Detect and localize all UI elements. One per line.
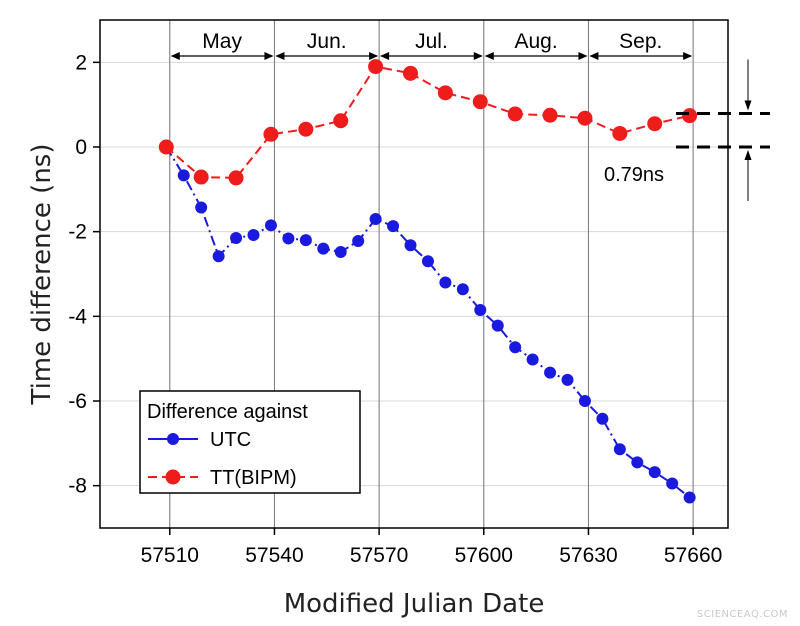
data-point bbox=[648, 466, 661, 479]
month-label: Sep. bbox=[619, 30, 662, 53]
data-point bbox=[247, 229, 260, 242]
up-arrow-head bbox=[744, 150, 752, 160]
y-axis-label: Time difference (ns) bbox=[27, 144, 57, 406]
data-point bbox=[596, 412, 609, 425]
arrow-head-right bbox=[369, 52, 379, 60]
data-point bbox=[578, 395, 591, 407]
data-point bbox=[352, 234, 365, 247]
x-axis-label: Modified Julian Date bbox=[284, 589, 545, 619]
month-annotations: May Jun. Jul. Aug. Sep. bbox=[169, 20, 694, 528]
legend: Difference against UTC TT(BIPM) bbox=[139, 390, 361, 494]
data-point bbox=[299, 234, 312, 247]
arrow-head-right bbox=[578, 52, 588, 60]
data-point bbox=[298, 121, 314, 137]
data-point bbox=[387, 220, 400, 233]
legend-title: Difference against bbox=[147, 401, 308, 423]
data-point bbox=[682, 108, 698, 124]
data-point bbox=[177, 169, 190, 182]
data-point bbox=[561, 373, 574, 386]
x-tick-label: 57660 bbox=[664, 544, 722, 567]
watermark: SCIENCEAQ.COM bbox=[696, 609, 788, 620]
x-tick-label: 57630 bbox=[559, 544, 617, 567]
data-point bbox=[421, 255, 434, 268]
data-point bbox=[368, 59, 384, 75]
data-point bbox=[631, 456, 644, 469]
data-point bbox=[404, 239, 417, 252]
data-point bbox=[193, 169, 209, 185]
data-point bbox=[666, 477, 679, 490]
y-tick-label: 0 bbox=[75, 136, 87, 159]
arrow-head-right bbox=[683, 52, 693, 60]
down-arrow-head bbox=[744, 100, 752, 111]
y-tick-label: -2 bbox=[68, 221, 87, 244]
data-point bbox=[334, 245, 347, 258]
data-point bbox=[577, 110, 593, 126]
data-point bbox=[472, 94, 488, 110]
data-point bbox=[158, 139, 174, 155]
data-point bbox=[526, 353, 539, 366]
data-point bbox=[230, 232, 243, 245]
arrow-head-left bbox=[275, 52, 285, 60]
data-point bbox=[437, 85, 453, 101]
data-point bbox=[333, 113, 349, 129]
data-point bbox=[647, 116, 663, 132]
y-tick-label: 2 bbox=[75, 51, 87, 74]
y-tick-label: -4 bbox=[68, 305, 87, 328]
month-label: Jun. bbox=[307, 30, 347, 53]
axis-ticks: 57510 57540 57570 57600 57630 57660 2 0 -2 -4 -6 -8 bbox=[68, 51, 722, 567]
data-point bbox=[264, 219, 277, 232]
data-point bbox=[317, 242, 330, 255]
legend-swatch-marker bbox=[167, 433, 179, 445]
difference-annotation: 0.79ns bbox=[604, 59, 770, 201]
legend-entry-label: TT(BIPM) bbox=[210, 467, 297, 489]
data-point bbox=[509, 341, 522, 354]
x-tick-label: 57570 bbox=[350, 544, 408, 567]
data-point bbox=[439, 276, 452, 289]
month-label: May bbox=[202, 30, 242, 53]
data-point bbox=[403, 65, 419, 81]
arrow-head-right bbox=[473, 52, 483, 60]
arrow-head-left bbox=[589, 52, 599, 60]
data-point bbox=[369, 212, 382, 225]
legend-swatch-marker bbox=[165, 469, 181, 485]
series-layer bbox=[158, 59, 698, 504]
data-point bbox=[683, 491, 696, 504]
data-point bbox=[613, 443, 626, 456]
data-point bbox=[456, 283, 469, 296]
data-point bbox=[491, 319, 504, 332]
data-point bbox=[263, 126, 279, 142]
legend-entry-label: UTC bbox=[210, 429, 251, 451]
month-label: Jul. bbox=[415, 30, 448, 53]
data-point bbox=[282, 232, 295, 245]
data-point bbox=[612, 125, 628, 141]
data-point bbox=[474, 303, 487, 316]
series-line bbox=[165, 65, 690, 179]
x-tick-label: 57600 bbox=[455, 544, 513, 567]
data-point bbox=[195, 201, 208, 214]
data-point bbox=[542, 107, 558, 123]
x-tick-label: 57540 bbox=[245, 544, 303, 567]
x-tick-label: 57510 bbox=[141, 544, 199, 567]
plot-frame bbox=[99, 19, 729, 529]
y-tick-label: -6 bbox=[68, 390, 87, 413]
month-label: Aug. bbox=[515, 30, 558, 53]
arrow-head-right bbox=[264, 52, 274, 60]
arrow-head-left bbox=[484, 52, 494, 60]
difference-value-label: 0.79ns bbox=[604, 164, 664, 186]
data-point bbox=[544, 366, 557, 379]
arrow-head-left bbox=[170, 52, 180, 60]
data-point bbox=[507, 106, 523, 122]
arrow-head-left bbox=[380, 52, 390, 60]
data-point bbox=[228, 170, 244, 186]
y-tick-label: -8 bbox=[68, 475, 87, 498]
data-point bbox=[212, 250, 225, 263]
